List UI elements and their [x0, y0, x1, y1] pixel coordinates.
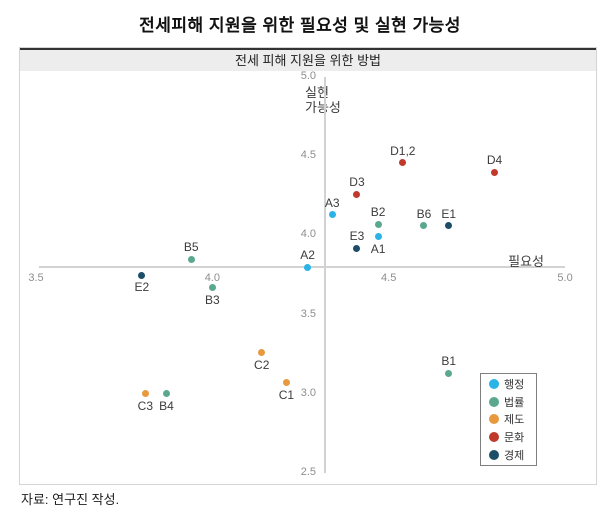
- legend-label: 경제: [504, 450, 525, 463]
- point-label-b5: B5: [183, 240, 199, 255]
- plot-area: 실현 가능성 5.0 4.5 4.0 3.5 3.0 2.5 3.5 4.0 4.5 5.0 필요성…: [20, 48, 596, 484]
- x-tick-label: 4.5: [381, 272, 397, 285]
- legend-marker-icon: [489, 450, 499, 461]
- legend-item: 법률: [489, 394, 536, 410]
- data-point-c1: [282, 379, 290, 387]
- data-point-d1-2: [399, 159, 407, 167]
- point-label-b2: B2: [370, 205, 386, 220]
- legend-item: 행정: [489, 376, 536, 392]
- chart-panel: 전세 피해 지원을 위한 방법 실현 가능성 5.0 4.5 4.0 3.5 3.0 2.…: [19, 47, 597, 485]
- data-point-b5: [187, 255, 195, 263]
- legend-marker-icon: [489, 378, 499, 389]
- chart-subtitle: 전세 피해 지원을 위한 방법: [234, 53, 381, 68]
- point-label-e3: E3: [349, 229, 365, 244]
- point-label-a2: A2: [300, 248, 315, 263]
- data-point-a1: [374, 233, 382, 241]
- page-title: 전세피해 지원을 위한 필요성 및 실현 가능성: [139, 16, 461, 35]
- legend-label: 법률: [504, 396, 525, 409]
- y-axis-line: [324, 77, 327, 473]
- y-tick-label: 4.5: [300, 149, 316, 162]
- legend-item: 제도: [489, 411, 536, 427]
- data-point-b4: [162, 390, 170, 398]
- legend-label: 행정: [504, 378, 525, 391]
- point-label-e1: E1: [441, 206, 456, 221]
- data-point-b2: [374, 220, 382, 228]
- chart-subtitle-bar: 전세 피해 지원을 위한 방법: [20, 48, 596, 71]
- y-tick-label: 3.0: [300, 386, 316, 399]
- point-label-b1: B1: [441, 354, 456, 369]
- data-point-b3: [208, 284, 216, 292]
- legend-marker-icon: [489, 432, 499, 443]
- data-point-b6: [420, 222, 428, 230]
- data-point-e3: [353, 244, 361, 252]
- data-point-e1: [445, 222, 453, 230]
- x-tick-label: 5.0: [557, 272, 573, 285]
- point-label-a1: A1: [370, 241, 386, 256]
- point-label-c2: C2: [254, 357, 270, 372]
- point-label-a3: A3: [324, 195, 340, 210]
- legend-marker-icon: [489, 414, 499, 425]
- legend-label: 제도: [504, 414, 525, 427]
- x-tick-label: 3.5: [28, 272, 44, 285]
- point-label-d3: D3: [349, 175, 365, 190]
- y-axis-title-line: 가능성: [305, 100, 341, 115]
- data-point-a3: [328, 211, 336, 219]
- y-tick-label: 2.5: [300, 466, 316, 478]
- data-point-a2: [304, 263, 312, 271]
- data-point-b1: [445, 369, 453, 377]
- y-tick-label: 3.5: [300, 307, 316, 320]
- point-label-d1-2: D1,2: [390, 143, 416, 158]
- y-tick-label: 5.0: [300, 70, 316, 82]
- legend-item: 문화: [489, 429, 536, 445]
- y-axis-title-line: 실현: [305, 85, 329, 100]
- point-label-c3: C3: [137, 398, 153, 413]
- data-point-c2: [258, 349, 266, 357]
- data-point-d3: [353, 190, 361, 198]
- point-label-d4: D4: [486, 153, 503, 168]
- legend-marker-icon: [489, 396, 499, 407]
- point-label-b6: B6: [416, 206, 432, 221]
- point-label-c1: C1: [278, 387, 295, 402]
- legend-item: 경제: [489, 447, 536, 463]
- data-point-d4: [491, 168, 498, 176]
- data-point-c3: [141, 390, 149, 398]
- point-label-e2: E2: [134, 280, 150, 294]
- y-tick-label: 4.0: [300, 228, 316, 241]
- legend-label: 문화: [504, 432, 525, 445]
- x-axis-line: [39, 266, 566, 269]
- x-axis-title: 필요성: [508, 254, 544, 270]
- data-point-e2: [138, 271, 146, 279]
- y-axis-title: 실현 가능성: [305, 85, 341, 115]
- point-label-b3: B3: [205, 292, 220, 307]
- source-note: 자료: 연구진 작성.: [21, 492, 120, 507]
- x-tick-label: 4.0: [204, 272, 220, 285]
- point-label-b4: B4: [159, 398, 174, 413]
